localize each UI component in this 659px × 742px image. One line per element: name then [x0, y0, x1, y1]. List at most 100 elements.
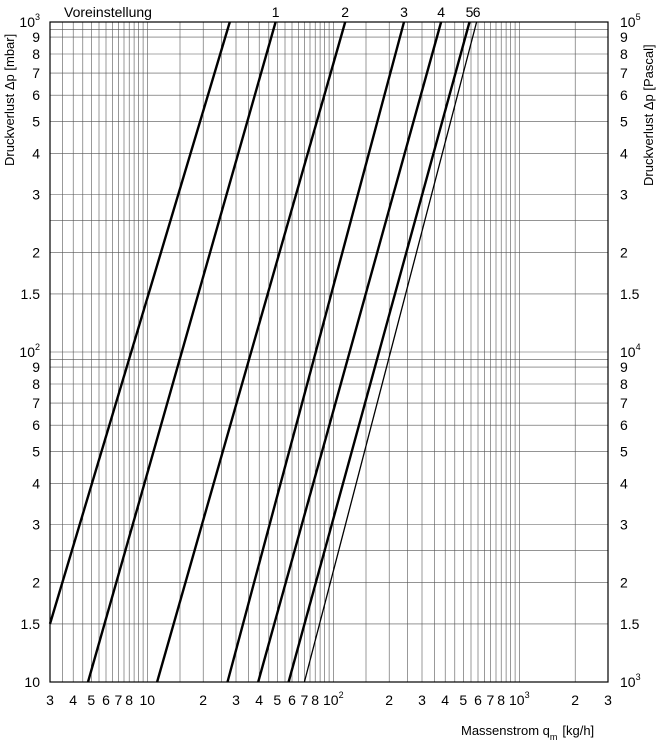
preset-header: Voreinstellung	[64, 4, 152, 20]
y-left-tick-label: 3	[32, 517, 40, 533]
x-tick-label: 2	[199, 692, 207, 708]
x-tick-labels: 3 4 5 6 7 8 10 2 3 4 5 6 7 8 102 2 3 4 5 6 7 8 103 2 3	[46, 690, 612, 708]
y-left-tick-label: 1.5	[21, 286, 41, 302]
y-left-tick-label: 1.5	[21, 616, 41, 632]
x-tick-label: 7	[487, 692, 495, 708]
x-axis-unit: [kg/h]	[562, 723, 594, 738]
series-label-4: 4	[437, 4, 445, 20]
x-tick-label: 5	[87, 692, 95, 708]
y-right-tick-label: 5	[620, 443, 628, 459]
x-tick-label: 4	[441, 692, 449, 708]
y-left-tick-label: 2	[32, 245, 40, 261]
y-right-tick-label: 2	[620, 575, 628, 591]
y-right-tick-label: 4	[620, 475, 628, 491]
y-right-tick-label: 2	[620, 245, 628, 261]
y-left-tick-label: 8	[32, 46, 40, 62]
x-tick-label: 4	[255, 692, 263, 708]
y-left-tick-label: 9	[32, 359, 40, 375]
y-right-tick-label: 1.5	[620, 286, 640, 302]
y-right-tick-label: 8	[620, 376, 628, 392]
y-left-tick-label-exponent: 2	[35, 342, 40, 352]
y-right-tick-label: 8	[620, 46, 628, 62]
x-tick-label: 3	[604, 692, 612, 708]
y-left-tick-label: 10	[24, 674, 40, 690]
x-axis-title: Massenstrom qm [kg/h]	[461, 723, 594, 742]
y-right-tick-label: 105	[620, 12, 641, 30]
x-tick-label: 2	[571, 692, 579, 708]
x-tick-label: 5	[459, 692, 467, 708]
x-tick-exponent: 2	[339, 690, 344, 700]
y-right-tick-label: 9	[620, 359, 628, 375]
x-tick-label: 10	[140, 692, 156, 708]
y-right-tick-label: 4	[620, 145, 628, 161]
y-left-tick-label: 102	[19, 342, 40, 360]
y-left-tick-label: 4	[32, 475, 40, 491]
series-line-1	[86, 21, 277, 683]
y-left-tick-label: 3	[32, 187, 40, 203]
y-right-tick-label: 3	[620, 187, 628, 203]
x-tick-label: 3	[232, 692, 240, 708]
x-tick-label: 8	[497, 692, 505, 708]
series-line-6	[303, 21, 478, 683]
x-axis-label: Massenstrom q	[461, 723, 550, 738]
y-left-tick-label-exponent: 3	[35, 12, 40, 22]
y-left-tick-label: 5	[32, 113, 40, 129]
x-tick-label: 3	[418, 692, 426, 708]
y-right-tick-label-exponent: 3	[636, 672, 641, 682]
y-left-tick-label: 6	[32, 417, 40, 433]
y-right-tick-label: 5	[620, 113, 628, 129]
y-left-tick-label: 7	[32, 395, 40, 411]
y-left-tick-label: 8	[32, 376, 40, 392]
y-right-tick-label: 9	[620, 29, 628, 45]
series-line-2	[155, 21, 347, 683]
y-right-tick-label: 104	[620, 342, 641, 360]
series-label-3: 3	[400, 4, 408, 20]
y-right-tick-label: 3	[620, 517, 628, 533]
y-right-tick-label: 6	[620, 87, 628, 103]
x-tick-label: 8	[311, 692, 319, 708]
series-lines	[48, 21, 478, 683]
x-tick-label: 6	[288, 692, 296, 708]
y-right-tick-label: 6	[620, 417, 628, 433]
x-tick-label: 5	[273, 692, 281, 708]
series-label-5: 5	[466, 4, 474, 20]
x-tick-label: 102	[323, 690, 344, 708]
y-right-tick-label-exponent: 5	[636, 12, 641, 22]
x-tick-label: 103	[509, 690, 530, 708]
y-right-tick-label: 103	[620, 672, 641, 690]
grid	[49, 21, 609, 683]
series-label-2: 2	[341, 4, 349, 20]
x-tick-exponent: 3	[525, 690, 530, 700]
x-tick-label: 7	[301, 692, 309, 708]
series-label-1: 1	[272, 4, 280, 20]
x-tick-label: 8	[125, 692, 133, 708]
y-left-tick-label: 5	[32, 443, 40, 459]
y-left-tick-label: 103	[19, 12, 40, 30]
y-left-axis-title: Druckverlust Δp [mbar]	[2, 34, 17, 166]
y-right-tick-label: 1.5	[620, 616, 640, 632]
y-left-tick-label: 2	[32, 575, 40, 591]
y-left-tick-label: 7	[32, 65, 40, 81]
y-left-tick-label: 6	[32, 87, 40, 103]
y-left-tick-label: 9	[32, 29, 40, 45]
x-tick-label: 4	[69, 692, 77, 708]
x-tick-label: 2	[385, 692, 393, 708]
y-right-tick-label: 7	[620, 65, 628, 81]
series-line-4	[257, 21, 443, 683]
y-right-tick-label-exponent: 4	[636, 342, 641, 352]
series-line-5	[287, 21, 471, 683]
x-axis-subscript: m	[550, 732, 558, 742]
x-tick-label: 6	[474, 692, 482, 708]
y-left-tick-label: 4	[32, 145, 40, 161]
series-label-6: 6	[473, 4, 481, 20]
x-tick-label: 6	[102, 692, 110, 708]
y-right-tick-label: 7	[620, 395, 628, 411]
series-line-base	[48, 21, 231, 625]
plot-frame	[49, 21, 609, 683]
x-tick-label: 3	[46, 692, 54, 708]
y-right-axis-title: Druckverlust Δp [Pascal]	[641, 44, 656, 186]
